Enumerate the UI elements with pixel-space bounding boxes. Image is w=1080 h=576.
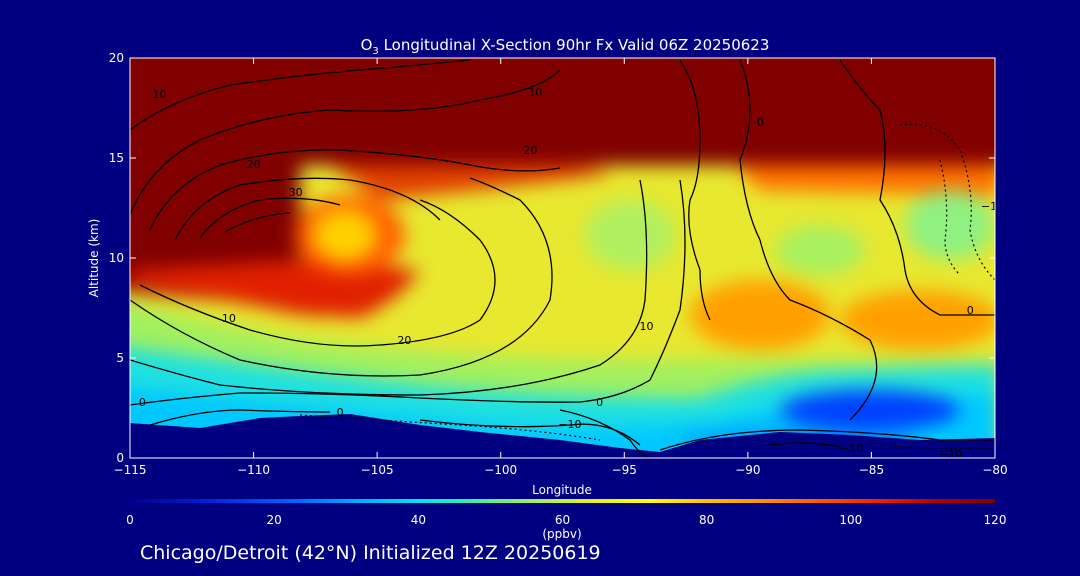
chart-title: O3 Longitudinal X-Section 90hr Fx Valid …: [361, 36, 770, 57]
contour-label: 0: [139, 396, 146, 409]
y-axis-label: Altitude (km): [87, 219, 101, 298]
contour-label: −10: [558, 418, 581, 431]
contour-label: 10: [153, 88, 167, 101]
contour-label: 0: [757, 116, 764, 129]
contour-label: −10: [939, 448, 962, 461]
contour-label: 10: [640, 320, 654, 333]
x-tick-label: −100: [484, 463, 517, 477]
x-tick-label: −110: [237, 463, 270, 477]
contour-label: 10: [222, 312, 236, 325]
colorbar-unit-label: (ppbv): [542, 527, 581, 541]
y-tick-label: 0: [116, 451, 124, 465]
x-axis-label: Longitude: [532, 483, 592, 497]
colorbar-tick-label: 60: [555, 513, 570, 527]
contour-lines: [130, 59, 995, 458]
y-tick-label: 15: [109, 151, 124, 165]
dotted-contour-lines: [299, 123, 995, 450]
contour-label: 0: [596, 396, 603, 409]
colorbar-tick-label: 0: [126, 513, 134, 527]
x-tick-label: −105: [361, 463, 394, 477]
contour-label: 20: [523, 144, 537, 157]
contour-label: −10: [840, 442, 863, 455]
colorbar-tick-label: 120: [984, 513, 1007, 527]
x-tick-label: −85: [859, 463, 884, 477]
contour-label: 10: [528, 86, 542, 99]
contour-label: 0: [337, 406, 344, 419]
colorbar-tick-label: 80: [699, 513, 714, 527]
contour-labels: 10 10 20 20 30 10 20 10 0 0 0 −10 −10 −10 0 −10 0: [139, 86, 1004, 461]
colorbar-tick-label: 20: [267, 513, 282, 527]
colorbar-tick-label: 40: [411, 513, 426, 527]
y-tick-label: 5: [116, 351, 124, 365]
contour-label: 20: [397, 334, 411, 347]
x-axis: −115 −110 −105 −100 −95 −90 −85 −80: [114, 58, 1008, 477]
x-tick-label: −115: [114, 463, 147, 477]
colorbar: [130, 499, 995, 503]
plot-area: 10 10 20 20 30 10 20 10 0 0 0 −10 −10 −10 0 −10 0: [130, 58, 1004, 461]
colorbar-ticks: 0 20 40 60 80 100 120: [126, 513, 1006, 527]
terrain-mask: [130, 414, 995, 458]
x-tick-label: −95: [612, 463, 637, 477]
colorbar-tick-label: 100: [839, 513, 862, 527]
contour-label: 0: [967, 304, 974, 317]
footer-caption: Chicago/Detroit (42°N) Initialized 12Z 2…: [140, 542, 601, 564]
contour-label: 20: [247, 158, 261, 171]
contour-label: 30: [289, 186, 303, 199]
contour-label: −10: [981, 200, 1004, 213]
x-tick-label: −80: [982, 463, 1007, 477]
y-axis: 0 5 10 15 20: [109, 51, 995, 465]
y-tick-label: 10: [109, 251, 124, 265]
x-tick-label: −90: [735, 463, 760, 477]
y-tick-label: 20: [109, 51, 124, 65]
